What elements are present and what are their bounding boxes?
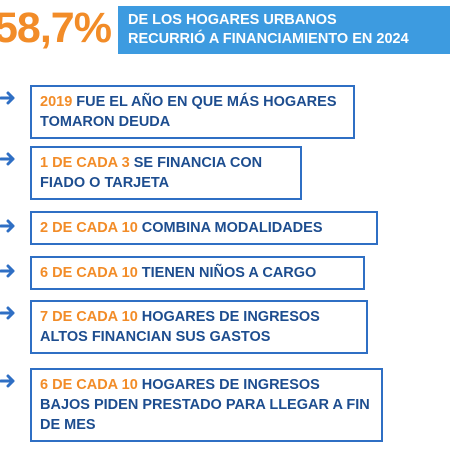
arrow bbox=[0, 264, 15, 278]
headline-banner: DE LOS HOGARES URBANOS RECURRIÓ A FINANC… bbox=[118, 6, 450, 54]
item-highlight: 6 DE CADA 10 bbox=[40, 377, 138, 393]
arrow-icon bbox=[0, 218, 16, 234]
arrow-icon bbox=[0, 90, 16, 106]
arrow bbox=[0, 152, 15, 166]
arrow bbox=[0, 374, 15, 388]
item-box: 7 DE CADA 10 HOGARES DE INGRESOS ALTOS FI… bbox=[30, 300, 368, 354]
arrow bbox=[0, 219, 15, 233]
item-highlight: 2019 bbox=[40, 94, 73, 110]
item-highlight: 7 DE CADA 10 bbox=[40, 309, 138, 325]
item-text: TIENEN NIÑOS A CARGO bbox=[141, 265, 317, 281]
arrow-icon bbox=[0, 373, 16, 389]
arrow-icon bbox=[0, 305, 16, 321]
item-text: SE FINANCIA CON FIADO O TARJETA bbox=[40, 155, 263, 191]
item-box: 1 DE CADA 3 SE FINANCIA CON FIADO O TARJE… bbox=[30, 146, 302, 200]
item-box: 6 DE CADA 10 HOGARES DE INGRESOS BAJOS PI… bbox=[30, 368, 383, 442]
banner-line: RECURRIÓ A FINANCIAMIENTO EN 2024 bbox=[128, 31, 409, 47]
item-highlight: 6 DE CADA 10 bbox=[40, 265, 138, 281]
item-box: 6 DE CADA 10 TIENEN NIÑOS A CARGO bbox=[30, 256, 365, 290]
item-text: FUE EL AÑO EN QUE MÁS HOGARES TOMARON DE… bbox=[40, 94, 337, 130]
item-text: COMBINA MODALIDADES bbox=[141, 220, 323, 236]
headline-percent: 58,7% bbox=[0, 4, 112, 52]
arrow-icon bbox=[0, 263, 16, 279]
arrow-icon bbox=[0, 151, 16, 167]
item-highlight: 1 DE CADA 3 bbox=[40, 155, 130, 171]
banner-line: DE LOS HOGARES URBANOS bbox=[128, 12, 337, 28]
item-text: HOGARES DE INGRESOS ALTOS FINANCIAN SUS … bbox=[40, 309, 320, 345]
item-highlight: 2 DE CADA 10 bbox=[40, 220, 138, 236]
item-text: HOGARES DE INGRESOS BAJOS PIDEN PRESTADO… bbox=[40, 377, 370, 433]
item-box: 2 DE CADA 10 COMBINA MODALIDADES bbox=[30, 211, 378, 245]
arrow bbox=[0, 91, 15, 105]
arrow bbox=[0, 306, 15, 320]
item-box: 2019 FUE EL AÑO EN QUE MÁS HOGARES TOMARO… bbox=[30, 85, 355, 139]
